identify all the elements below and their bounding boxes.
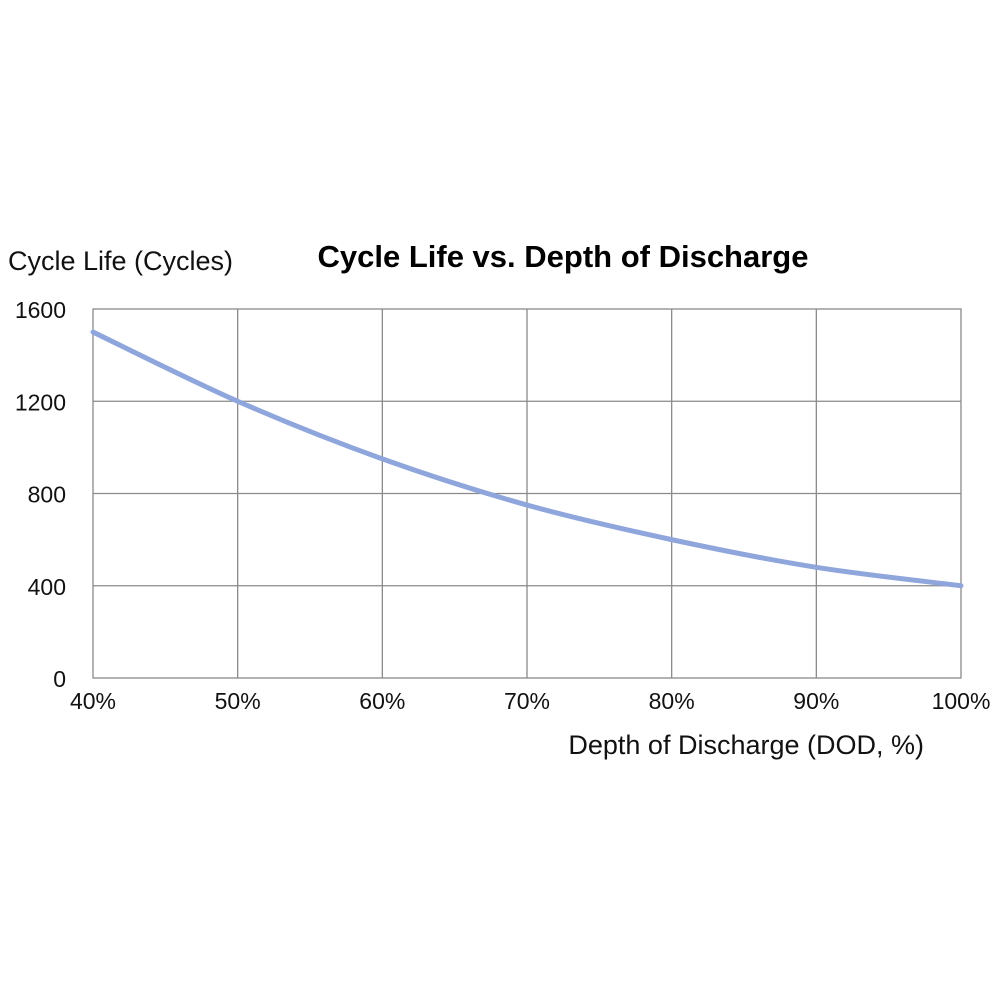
series-layer (90, 329, 964, 589)
series-line (90, 329, 964, 589)
x-tick-label: 60% (359, 688, 405, 714)
chart-title: Cycle Life vs. Depth of Discharge (318, 239, 809, 274)
y-tick-label: 400 (28, 574, 66, 600)
y-tick-label: 800 (28, 482, 66, 508)
y-tick-label: 1600 (15, 297, 66, 323)
y-tick-label: 0 (53, 666, 66, 692)
grid-layer (92, 308, 962, 679)
x-tick-label: 70% (504, 688, 550, 714)
x-tick-label: 90% (793, 688, 839, 714)
x-tick-label: 100% (932, 688, 991, 714)
x-tick-label: 80% (649, 688, 695, 714)
y-tick-label: 1200 (15, 389, 66, 415)
tick-label-layer: 40% 50% 60% 70% 80% 90% 100% 0 400 800 1200 1600 (15, 297, 991, 714)
x-axis-title: Depth of Discharge (DOD, %) (568, 730, 924, 760)
y-axis-title: Cycle Life (Cycles) (8, 246, 233, 276)
x-tick-label: 50% (215, 688, 261, 714)
x-tick-label: 40% (70, 688, 116, 714)
